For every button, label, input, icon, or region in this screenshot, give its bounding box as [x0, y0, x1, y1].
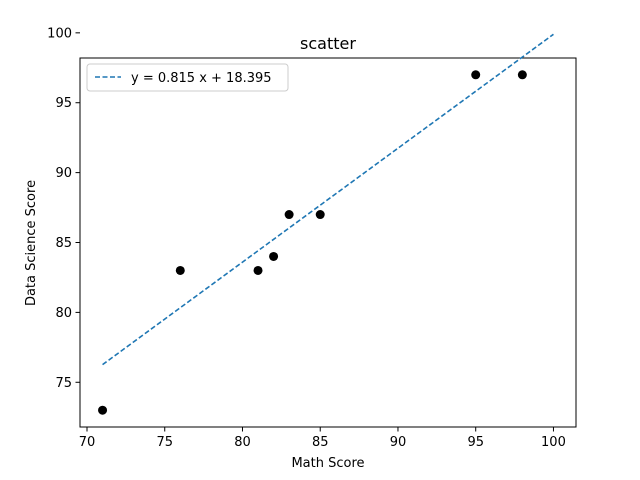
x-axis-label: Math Score	[291, 456, 364, 471]
y-tick-label: 90	[55, 166, 72, 181]
y-tick-label: 80	[55, 306, 72, 321]
data-point	[98, 405, 108, 415]
y-tick-label: 85	[55, 236, 72, 251]
x-tick-label: 75	[156, 435, 173, 450]
x-tick-label: 100	[541, 435, 566, 450]
data-point	[517, 70, 527, 80]
y-axis-label: Data Science Score	[24, 180, 39, 306]
data-point	[315, 210, 325, 220]
x-tick-label: 95	[467, 435, 484, 450]
legend-fit-line-label: y = 0.815 x + 18.395	[131, 71, 272, 86]
data-point	[471, 70, 481, 80]
y-ticks: 75 80 85 90 95 100	[47, 26, 80, 391]
fit-line	[102, 33, 554, 366]
x-tick-label: 90	[390, 435, 407, 450]
data-point	[284, 210, 294, 220]
y-tick-label: 100	[47, 26, 72, 41]
x-tick-label: 85	[312, 435, 329, 450]
legend-box	[86, 63, 289, 92]
y-tick-label: 95	[55, 96, 72, 111]
fit-line-group	[102, 33, 554, 366]
chart-title: scatter	[300, 34, 356, 53]
data-point	[253, 265, 263, 275]
legend: y = 0.815 x + 18.395	[86, 63, 289, 92]
points-group	[98, 70, 527, 415]
y-tick-label: 75	[55, 376, 72, 391]
data-point	[175, 265, 185, 275]
x-tick-label: 70	[79, 435, 96, 450]
x-ticks: 70 75 80 85 90 95 100	[79, 427, 566, 450]
plot-area: 70 75 80 85 90 95 100 75 80 85 90 95 100	[47, 26, 577, 450]
data-point	[269, 251, 279, 261]
x-tick-label: 80	[234, 435, 251, 450]
